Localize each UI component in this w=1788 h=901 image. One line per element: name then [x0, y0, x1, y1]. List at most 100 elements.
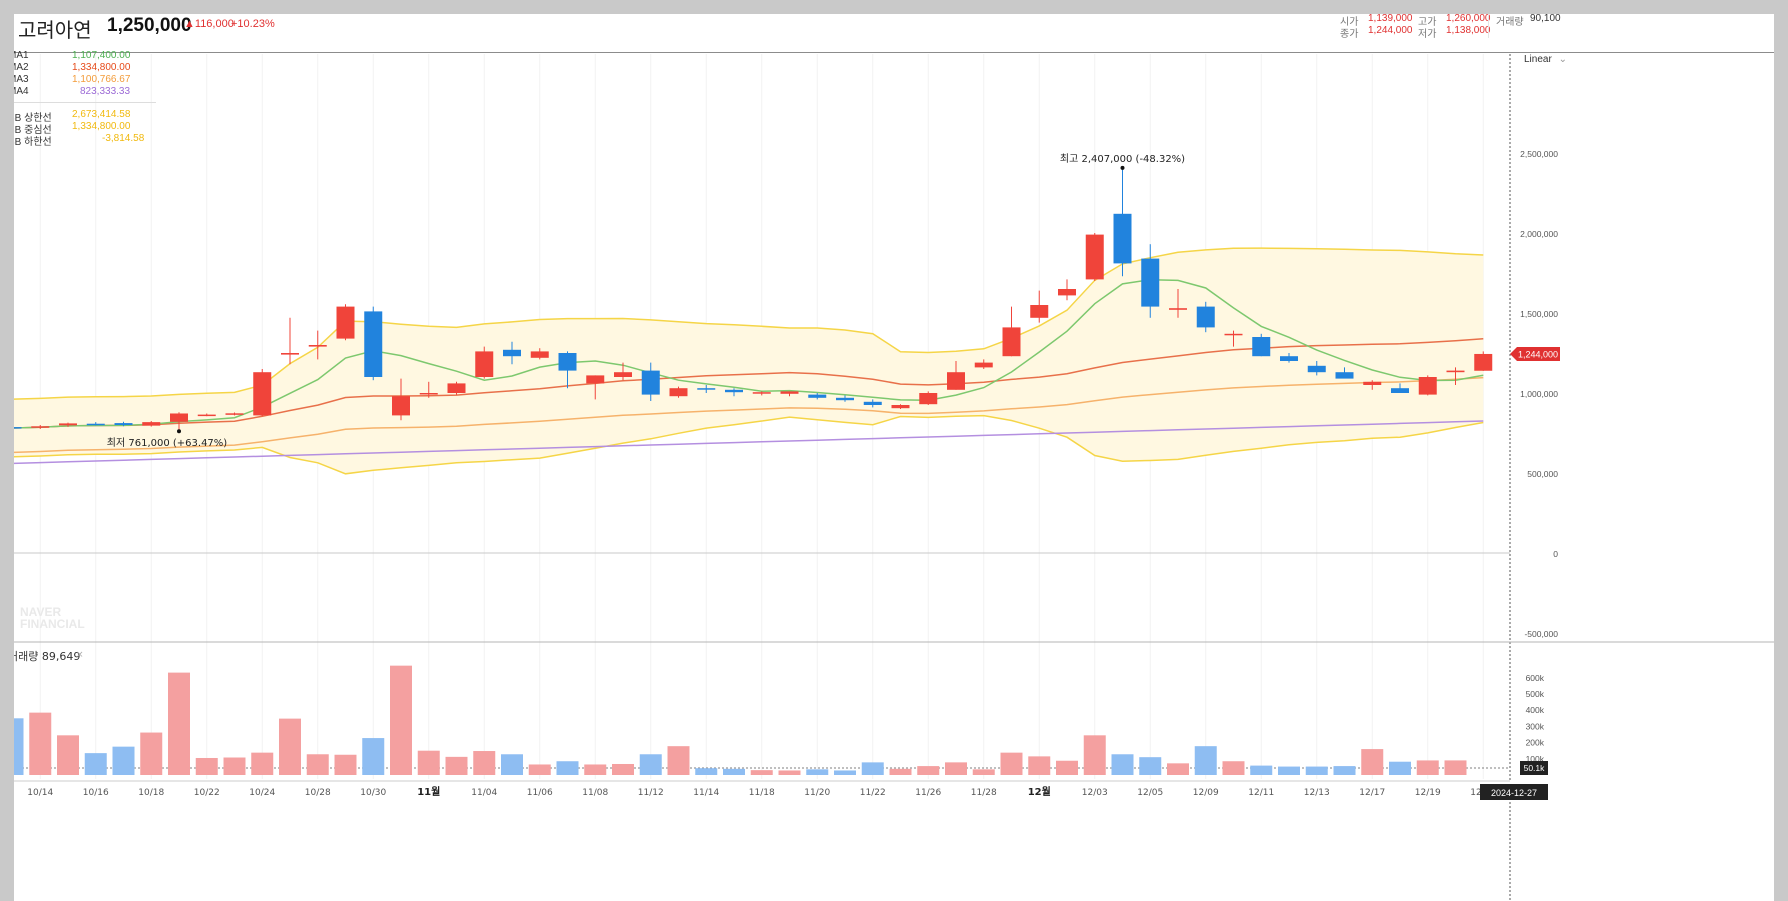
y-tick-label: -500,000: [1524, 629, 1558, 639]
header-divider: [14, 52, 1774, 53]
volume-bar: [556, 761, 579, 775]
x-tick-label: 10/30: [360, 788, 386, 798]
volume-bar: [1361, 749, 1384, 775]
annotations: 최고 2,407,000 (-48.32%) 최저 761,000 (+63.47…: [107, 153, 1560, 800]
candle: [1252, 333, 1271, 357]
candle: [419, 381, 438, 398]
candle-body: [1446, 370, 1465, 373]
scale-mode-select[interactable]: Linear ⌄: [1524, 54, 1574, 72]
x-tick-label: 12/11: [1248, 788, 1274, 798]
candle: [697, 385, 716, 393]
last-price-tag: 1,244,000: [1510, 346, 1560, 361]
candle: [725, 388, 743, 397]
volume-bar: [306, 754, 329, 775]
candle-body: [1141, 258, 1160, 307]
candle-body: [419, 393, 438, 395]
candle: [1002, 306, 1021, 357]
current-price: 1,250,000: [107, 15, 192, 36]
volume-bar: [1250, 765, 1273, 775]
volume-bar: [723, 768, 745, 775]
x-tick-label: 12/17: [1359, 788, 1385, 798]
candle: [1058, 279, 1076, 301]
volume-bar: [1389, 761, 1411, 775]
x-tick-label: 11월: [417, 786, 440, 798]
candle-body: [281, 353, 299, 355]
volume-bar: [362, 738, 385, 775]
x-tick-label: 12월: [1028, 786, 1051, 798]
x-tick-label: 11/28: [971, 788, 997, 798]
candle-body: [863, 401, 882, 405]
bb-lower-value: -3,814.58: [102, 133, 145, 144]
candle: [947, 361, 965, 390]
candle-body: [1474, 353, 1493, 371]
stock-name: 고려아연: [18, 18, 92, 42]
volume-bar: [639, 754, 662, 775]
ma4-name: MA4: [14, 86, 29, 97]
ma3-name: MA3: [14, 74, 29, 85]
volume-bar: [778, 770, 801, 775]
candle-body: [1113, 213, 1132, 264]
x-tick-label: 10/22: [194, 788, 220, 798]
volume-bar: [750, 770, 773, 775]
volume-bar: [168, 672, 190, 775]
candle: [669, 386, 688, 398]
volume-bar: [251, 752, 274, 775]
candle-body: [447, 383, 466, 393]
bb-mid-value: 1,334,800.00: [72, 121, 131, 132]
candle: [253, 369, 272, 417]
volume-bar: [1416, 760, 1439, 775]
candle-body: [752, 392, 771, 394]
candle: [530, 348, 549, 360]
close-label: 종가: [1340, 29, 1359, 40]
x-tick-label: 11/18: [749, 788, 775, 798]
bb-mid-name: BB 중심선: [14, 125, 52, 136]
candle-body: [1335, 372, 1354, 379]
ma3-line: [14, 376, 1484, 454]
volume-bar: [1222, 761, 1245, 775]
volume-bar: [1305, 766, 1328, 775]
high-marker: [1120, 165, 1125, 170]
x-tick-label: 11/06: [527, 788, 553, 798]
price-change: ▲116,000: [184, 18, 234, 30]
volume-bar: [972, 769, 995, 775]
candle-body: [725, 389, 743, 393]
close-icon[interactable]: ×: [76, 650, 84, 660]
candle: [614, 362, 632, 381]
candle-body: [1085, 234, 1104, 280]
candle-body: [530, 351, 549, 358]
volume-bar: [1000, 752, 1023, 775]
ma4-value: 823,333.33: [80, 86, 131, 97]
candle-body: [1224, 333, 1243, 336]
candle-body: [14, 427, 22, 429]
volume-bar: [1028, 756, 1051, 775]
volume-bar: [861, 762, 884, 775]
last-date-label: 2024-12-27: [1491, 788, 1537, 798]
candle-body: [1391, 388, 1409, 393]
candle: [1113, 167, 1132, 277]
candle-body: [1196, 306, 1215, 328]
candle-body: [669, 388, 688, 397]
bb-upper-value: 2,673,414.58: [72, 109, 131, 120]
candle-body: [31, 426, 50, 428]
volume-bar: [14, 718, 24, 775]
volume-bar: [279, 718, 301, 775]
volume-bar: [84, 753, 107, 775]
price-chart[interactable]: 2,500,000 2,000,000 1,500,000 1,000,000 500,…: [14, 14, 1774, 901]
candle: [308, 330, 327, 360]
x-axis-band: [14, 781, 1774, 801]
x-tick-label: 10/24: [249, 788, 275, 798]
last-date-tag-bg: [1480, 784, 1548, 800]
candle-body: [1002, 327, 1021, 357]
candle-body: [392, 396, 410, 416]
volume-bar: [223, 757, 246, 775]
x-tick-label: 11/20: [804, 788, 830, 798]
candle: [1307, 361, 1326, 376]
candle-body: [836, 397, 854, 401]
volume-bar: [1194, 746, 1217, 775]
x-tick-label: 12/13: [1304, 788, 1330, 798]
x-tick-label: 12/19: [1415, 788, 1441, 798]
candle: [586, 375, 605, 400]
high-value: 1,260,000: [1446, 14, 1491, 24]
candle-body: [586, 375, 605, 384]
candle: [475, 346, 494, 379]
